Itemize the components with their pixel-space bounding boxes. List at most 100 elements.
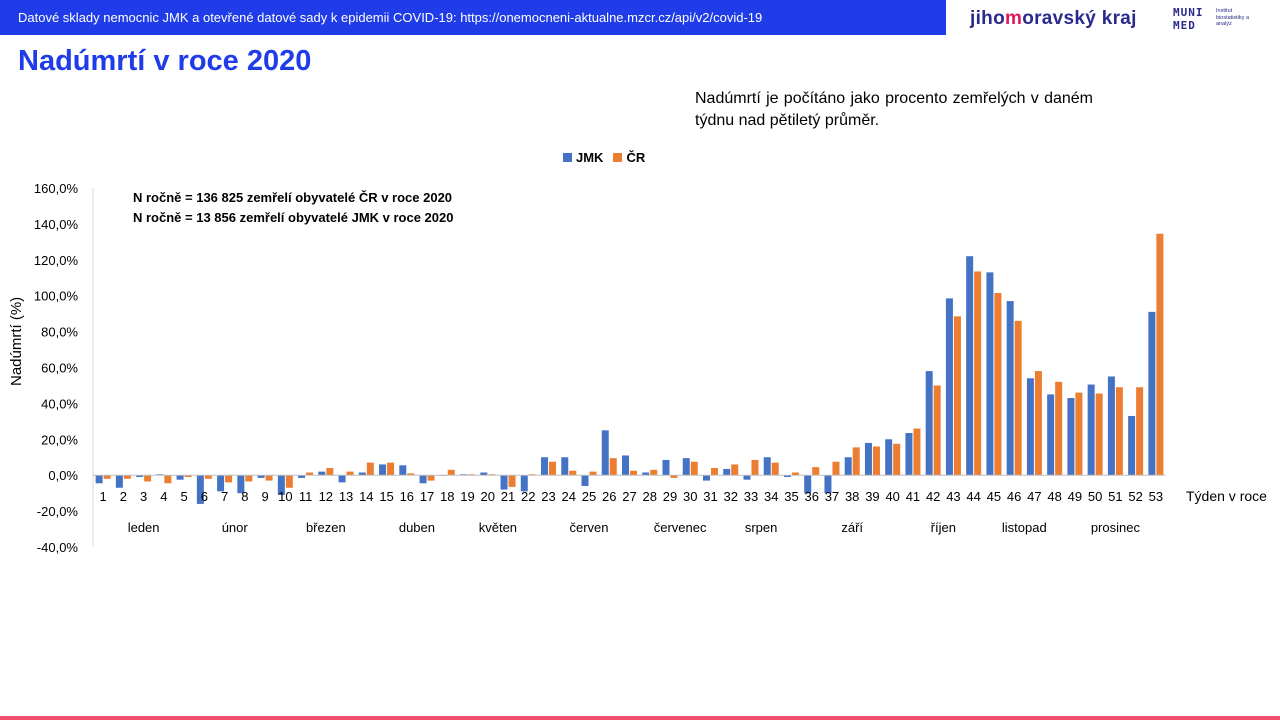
annotation-cr: N ročně = 136 825 zemřelí obyvatelé ČR v… <box>133 190 453 205</box>
x-tick-label: 16 <box>400 489 414 504</box>
legend-swatch-cr <box>613 153 623 162</box>
y-tick-label: 140,0% <box>34 217 79 232</box>
x-tick-label: 17 <box>420 489 434 504</box>
bar-jmk <box>743 475 751 480</box>
month-label: květen <box>479 520 517 535</box>
month-label: duben <box>399 520 435 535</box>
bar-cr <box>812 467 820 476</box>
bar-jmk <box>338 475 346 483</box>
bar-cr <box>204 475 212 479</box>
bar-jmk <box>176 475 184 480</box>
bar-jmk <box>966 256 974 476</box>
x-tick-label: 10 <box>278 489 292 504</box>
x-tick-label: 48 <box>1047 489 1061 504</box>
month-label: srpen <box>745 520 778 535</box>
bar-jmk <box>885 439 893 476</box>
x-tick-label: 2 <box>120 489 127 504</box>
x-tick-label: 51 <box>1108 489 1122 504</box>
bar-cr <box>852 447 860 476</box>
month-label: září <box>841 520 863 535</box>
x-tick-label: 11 <box>299 489 313 504</box>
month-label: červenec <box>654 520 707 535</box>
x-tick-label: 34 <box>764 489 778 504</box>
bar-cr <box>508 475 516 487</box>
x-tick-label: 14 <box>359 489 373 504</box>
bar-cr <box>225 475 233 483</box>
bar-cr <box>1075 392 1083 476</box>
bar-cr <box>285 475 293 488</box>
bar-cr <box>366 462 374 476</box>
bar-jmk <box>864 442 872 476</box>
month-label: leden <box>128 520 160 535</box>
bar-cr <box>710 468 718 476</box>
x-tick-label: 32 <box>723 489 737 504</box>
bar-jmk <box>723 468 731 476</box>
bar-cr <box>731 464 739 476</box>
bar-jmk <box>379 464 387 476</box>
bar-cr <box>751 459 759 476</box>
x-tick-label: 15 <box>379 489 393 504</box>
month-label: říjen <box>931 520 956 535</box>
y-tick-label: 80,0% <box>41 325 78 340</box>
bar-jmk <box>581 475 589 486</box>
bar-cr <box>326 468 334 476</box>
bar-cr <box>994 293 1002 476</box>
x-tick-label: 30 <box>683 489 697 504</box>
bar-jmk <box>257 475 265 478</box>
bar-jmk <box>642 472 650 476</box>
bar-cr <box>589 471 597 476</box>
bar-jmk <box>662 459 670 476</box>
x-tick-label: 26 <box>602 489 616 504</box>
bar-cr <box>1034 371 1042 476</box>
y-tick-label: 40,0% <box>41 396 78 411</box>
x-tick-label: 53 <box>1149 489 1163 504</box>
x-tick-label: 21 <box>501 489 515 504</box>
bar-cr <box>1055 381 1063 476</box>
institute-logo-text: Institut biostatistiky a analýz <box>1216 8 1250 27</box>
x-tick-label: 13 <box>339 489 353 504</box>
bar-jmk <box>237 475 245 494</box>
legend-label-cr: ČR <box>626 150 646 165</box>
jmk-logo: jihomoravský kraj <box>970 8 1137 30</box>
chart-legend: JMK ČR <box>563 150 655 165</box>
bar-cr <box>1156 233 1164 476</box>
bar-jmk <box>783 475 791 477</box>
month-label: prosinec <box>1091 520 1141 535</box>
x-tick-label: 50 <box>1088 489 1102 504</box>
bar-jmk <box>1148 311 1156 476</box>
x-tick-label: 25 <box>582 489 596 504</box>
legend-label-jmk: JMK <box>576 150 604 165</box>
bar-cr <box>569 470 577 476</box>
bar-cr <box>164 475 172 484</box>
bar-jmk <box>622 455 629 476</box>
x-tick-label: 29 <box>663 489 677 504</box>
x-tick-label: 52 <box>1128 489 1142 504</box>
bar-jmk <box>1006 301 1014 476</box>
bar-jmk <box>136 475 144 477</box>
legend-item-jmk: JMK <box>563 150 603 165</box>
bar-cr <box>103 475 111 479</box>
x-tick-label: 8 <box>241 489 248 504</box>
month-label: únor <box>222 520 249 535</box>
bar-jmk <box>298 475 306 478</box>
x-tick-label: 7 <box>221 489 228 504</box>
x-tick-label: 24 <box>562 489 576 504</box>
y-tick-label: 160,0% <box>34 181 79 196</box>
bar-cr <box>893 443 901 476</box>
jmk-logo-part-2: m <box>1004 8 1023 29</box>
bar-cr <box>913 428 921 476</box>
bar-cr <box>387 462 395 476</box>
x-tick-label: 19 <box>460 489 474 504</box>
x-tick-label: 40 <box>885 489 899 504</box>
x-tick-label: 49 <box>1068 489 1082 504</box>
x-tick-label: 12 <box>319 489 333 504</box>
bar-cr <box>427 475 435 481</box>
bar-cr <box>346 471 354 476</box>
jmk-logo-part-1: jiho <box>970 8 1005 29</box>
x-tick-label: 47 <box>1027 489 1041 504</box>
legend-swatch-jmk <box>563 153 572 162</box>
bar-cr <box>933 385 941 476</box>
x-tick-label: 20 <box>481 489 495 504</box>
bar-jmk <box>1026 378 1034 476</box>
x-axis-title: Týden v roce <box>1186 488 1267 504</box>
